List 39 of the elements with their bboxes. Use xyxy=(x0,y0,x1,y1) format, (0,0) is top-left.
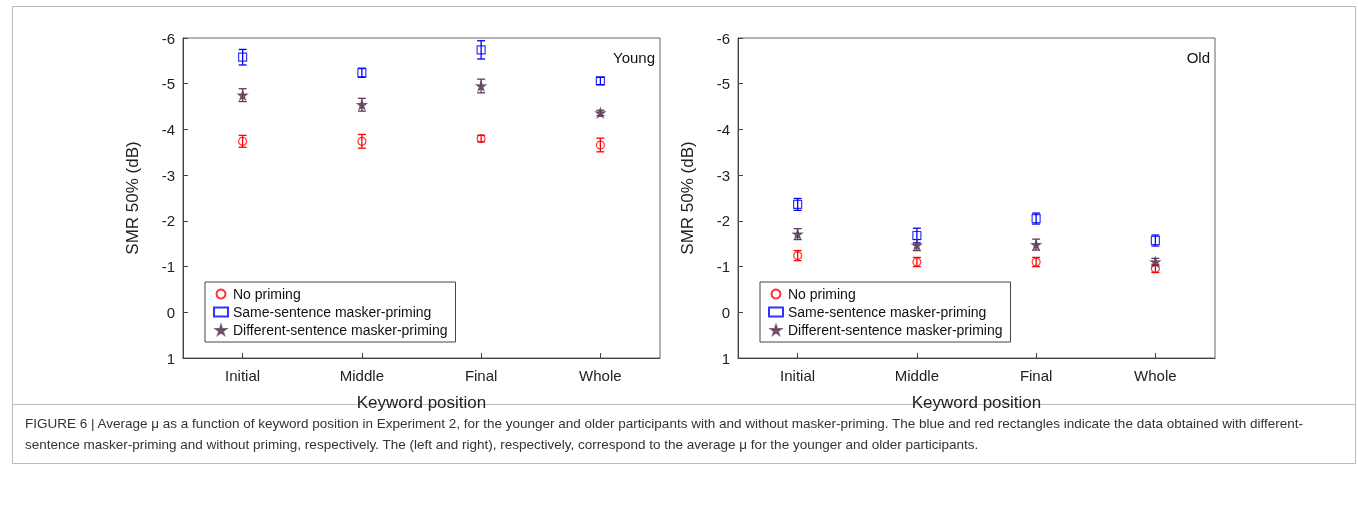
caption: FIGURE 6 | Average μ as a function of keyword position in Experiment 2, for the younger and older participants with and without masker-priming. The blue and red rectangles indicate the data obtained with different-sentence masker-priming and without priming, respectively. The (left and right), respectively, correspond to the average μ for the younger and older participants. xyxy=(25,416,1303,452)
y-tick-label: 1 xyxy=(166,349,175,367)
annotation: Young xyxy=(613,49,655,66)
y-tick-label: 0 xyxy=(721,303,730,321)
x-tick-label: Middle xyxy=(339,367,384,384)
x-tick-label: Middle xyxy=(894,367,939,384)
y-tick-label: -2 xyxy=(161,212,175,230)
y-tick-label: -1 xyxy=(161,258,175,276)
x-axis-title: Keyword position xyxy=(911,393,1042,412)
legend-label: Different-sentence masker-priming xyxy=(788,322,1003,338)
x-tick-label: Final xyxy=(464,367,498,384)
y-tick-label: -3 xyxy=(161,166,175,184)
y-tick-label: -4 xyxy=(161,120,175,138)
x-tick-label: Final xyxy=(1019,367,1053,384)
y-tick-label: -5 xyxy=(161,75,175,93)
y-tick-label: -2 xyxy=(716,212,730,230)
x-tick-label: Initial xyxy=(780,367,816,384)
y-tick-label: -6 xyxy=(161,29,175,47)
legend-label: No priming xyxy=(233,286,301,302)
point xyxy=(476,45,486,55)
y-tick-label: -1 xyxy=(716,258,730,276)
y-tick-label: -6 xyxy=(716,29,730,47)
x-tick-label: Whole xyxy=(579,367,622,384)
legend-label: No priming xyxy=(788,286,856,302)
annotation: Old xyxy=(1186,49,1210,66)
y-tick-label: -3 xyxy=(716,166,730,184)
y-tick-label: -5 xyxy=(716,75,730,93)
y-tick-label: 1 xyxy=(721,349,730,367)
y-tick-label: -4 xyxy=(716,120,730,138)
point xyxy=(238,52,248,62)
legend-label: Same-sentence masker-priming xyxy=(788,304,987,320)
y-tick-label: 0 xyxy=(166,303,175,321)
x-tick-label: Whole xyxy=(1134,367,1177,384)
y-axis-title: SMR 50% (dB) xyxy=(678,141,697,255)
x-axis-title: Keyword position xyxy=(356,393,487,412)
x-tick-label: Initial xyxy=(225,367,261,384)
y-axis-title: SMR 50% (dB) xyxy=(123,141,142,255)
legend-label: Different-sentence masker-priming xyxy=(233,322,448,338)
legend-label: Same-sentence masker-priming xyxy=(233,304,432,320)
